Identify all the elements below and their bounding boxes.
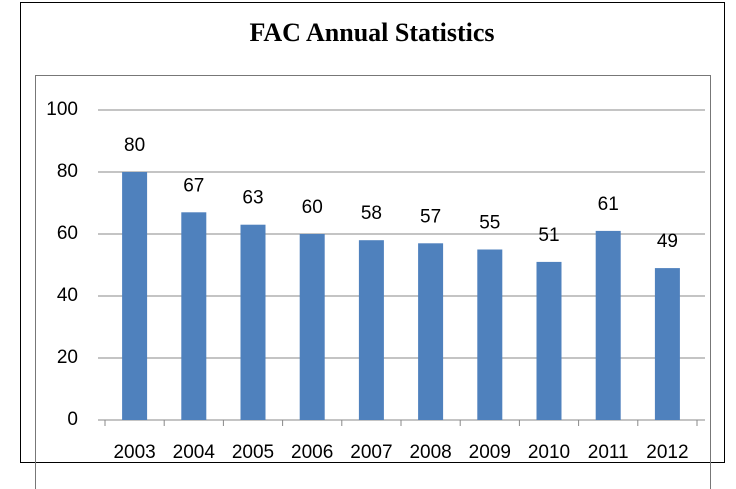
plot-border xyxy=(35,75,711,489)
value-label: 61 xyxy=(598,194,619,215)
y-tick-label: 60 xyxy=(57,223,78,244)
value-label: 57 xyxy=(420,206,441,227)
bar xyxy=(477,249,503,420)
y-tick-label: 0 xyxy=(67,409,78,430)
bar xyxy=(240,224,266,420)
x-tick-label: 2011 xyxy=(588,442,629,463)
bar xyxy=(595,230,621,420)
x-tick-label: 2007 xyxy=(350,442,392,463)
bar xyxy=(418,243,444,420)
x-tick-label: 2005 xyxy=(232,442,274,463)
bar xyxy=(122,172,148,420)
x-tick-label: 2003 xyxy=(113,442,155,463)
x-tick-label: 2008 xyxy=(409,442,451,463)
y-tick-label: 40 xyxy=(57,285,78,306)
value-label: 63 xyxy=(242,188,263,209)
value-label: 55 xyxy=(479,213,500,234)
bar xyxy=(536,261,562,420)
value-label: 60 xyxy=(302,197,323,218)
value-label: 51 xyxy=(538,225,559,246)
value-label: 67 xyxy=(183,175,204,196)
y-tick-label: 80 xyxy=(57,161,78,182)
y-tick-label: 100 xyxy=(46,99,78,120)
x-tick-label: 2004 xyxy=(173,442,216,463)
bar xyxy=(358,240,384,420)
value-label: 49 xyxy=(657,231,678,252)
x-tick-label: 2006 xyxy=(291,442,333,463)
bar xyxy=(181,212,207,420)
outer-border xyxy=(20,2,725,463)
x-tick-label: 2010 xyxy=(528,442,570,463)
value-label: 80 xyxy=(124,135,145,156)
value-label: 58 xyxy=(361,203,382,224)
y-tick-label: 20 xyxy=(57,347,78,368)
x-tick-label: 2012 xyxy=(646,442,688,463)
x-tick-label: 2009 xyxy=(469,442,511,463)
chart-title: FAC Annual Statistics xyxy=(249,18,494,47)
bar xyxy=(654,268,680,420)
bar xyxy=(299,234,325,420)
